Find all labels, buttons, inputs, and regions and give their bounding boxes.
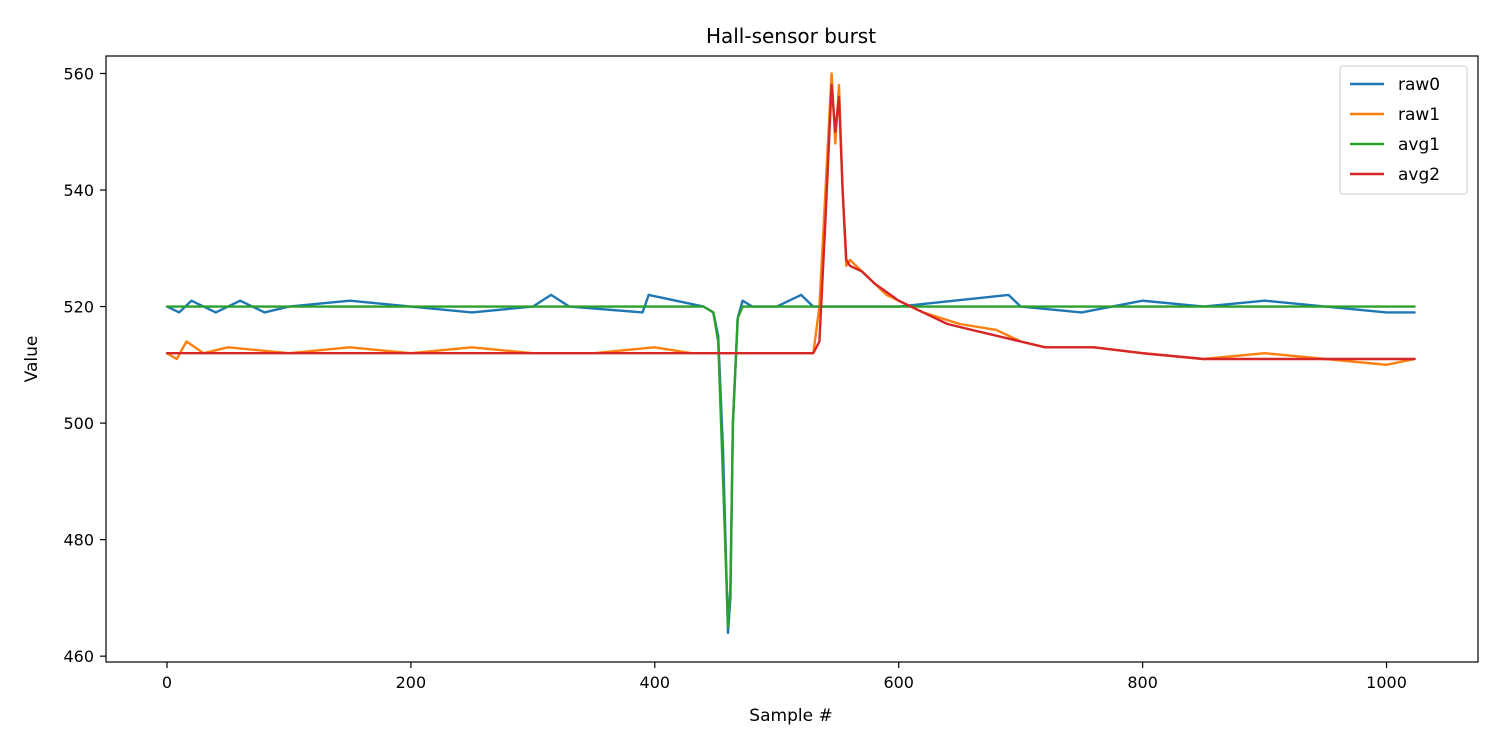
series-line-raw0 bbox=[165, 293, 1416, 635]
plot-frame bbox=[105, 55, 1479, 663]
legend: raw0 raw1 avg1 avg2 bbox=[1339, 65, 1468, 195]
legend-label-avg2: avg2 bbox=[1398, 165, 1440, 185]
x-tick-label: 0 bbox=[162, 673, 172, 692]
legend-label-raw1: raw1 bbox=[1398, 105, 1440, 125]
chart-title: Hall-sensor burst bbox=[706, 24, 876, 48]
y-tick-label: 520 bbox=[63, 298, 94, 317]
y-tick-label: 560 bbox=[63, 64, 94, 83]
y-tick-label: 480 bbox=[63, 531, 94, 550]
x-tick-label: 200 bbox=[396, 673, 427, 692]
plot-area bbox=[165, 72, 1416, 635]
y-tick-label: 460 bbox=[63, 647, 94, 666]
x-axis: 0 200 400 600 800 1000 bbox=[162, 662, 1407, 692]
legend-label-raw0: raw0 bbox=[1398, 75, 1440, 95]
y-axis: 460 480 500 520 540 560 bbox=[63, 64, 106, 666]
series-line-avg2 bbox=[165, 83, 1416, 361]
x-tick-label: 1000 bbox=[1366, 673, 1407, 692]
x-axis-label: Sample # bbox=[749, 706, 832, 726]
x-tick-label: 600 bbox=[883, 673, 914, 692]
y-tick-label: 540 bbox=[63, 181, 94, 200]
series-line-raw1 bbox=[165, 72, 1416, 366]
series-line-avg1 bbox=[165, 305, 1416, 629]
legend-label-avg1: avg1 bbox=[1398, 135, 1440, 155]
legend-box bbox=[1339, 65, 1468, 195]
y-tick-label: 500 bbox=[63, 414, 94, 433]
y-axis-label: Value bbox=[22, 336, 42, 383]
x-tick-label: 400 bbox=[640, 673, 671, 692]
x-tick-label: 800 bbox=[1127, 673, 1158, 692]
